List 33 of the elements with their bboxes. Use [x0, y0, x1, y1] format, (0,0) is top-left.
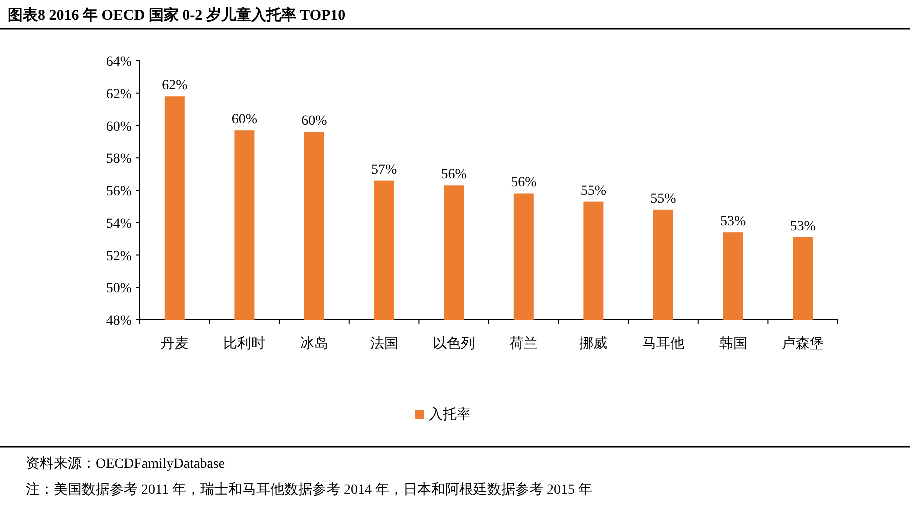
x-tick-label: 冰岛 [300, 336, 328, 352]
y-tick-label: 60% [106, 120, 132, 135]
data-label: 60% [302, 114, 328, 130]
y-tick-label: 48% [106, 314, 132, 329]
data-label: 56% [511, 176, 538, 191]
text: 资料来源：OECDFamilyDatabase [26, 456, 226, 472]
x-tick-label: 法国 [370, 336, 398, 352]
x-tick-label: 挪威 [580, 336, 608, 352]
legend-label: 入托率 [429, 407, 471, 423]
y-tick-label: 50% [106, 282, 132, 297]
y-tick-label: 62% [106, 87, 132, 102]
data-label: 55% [650, 192, 677, 207]
data-label: 53% [790, 219, 816, 234]
data-label: 55% [580, 184, 607, 199]
x-tick-label: 韩国 [719, 336, 748, 352]
chart-title: 图表8 2016 年 OECD 国家 0-2 岁儿童入托率 TOP10 [8, 6, 346, 24]
y-tick-label: 54% [106, 216, 132, 232]
y-tick-label: 58% [106, 152, 132, 168]
x-tick-label: 马耳他 [642, 336, 684, 352]
x-tick-label: 以色列 [433, 336, 476, 352]
x-tick-label: 丹麦 [160, 336, 189, 352]
data-label: 53% [720, 214, 746, 230]
data-label: 57% [371, 162, 398, 178]
x-tick-label: 卢森堡 [782, 336, 824, 352]
x-tick-label: 荷兰 [510, 336, 538, 352]
y-tick-label: 56% [106, 184, 132, 200]
data-label: 62% [162, 78, 188, 94]
data-label: 56% [441, 168, 468, 183]
y-tick-label: 64% [106, 55, 132, 70]
text: 注：美国数据参考 2011 年，瑞士和马耳他数据参考 2014 年，日本和阿根廷数据参考 2015 年 [26, 482, 592, 498]
x-tick-label: 比利时 [224, 336, 266, 352]
y-tick-label: 52% [106, 249, 132, 264]
data-label: 60% [232, 112, 258, 128]
